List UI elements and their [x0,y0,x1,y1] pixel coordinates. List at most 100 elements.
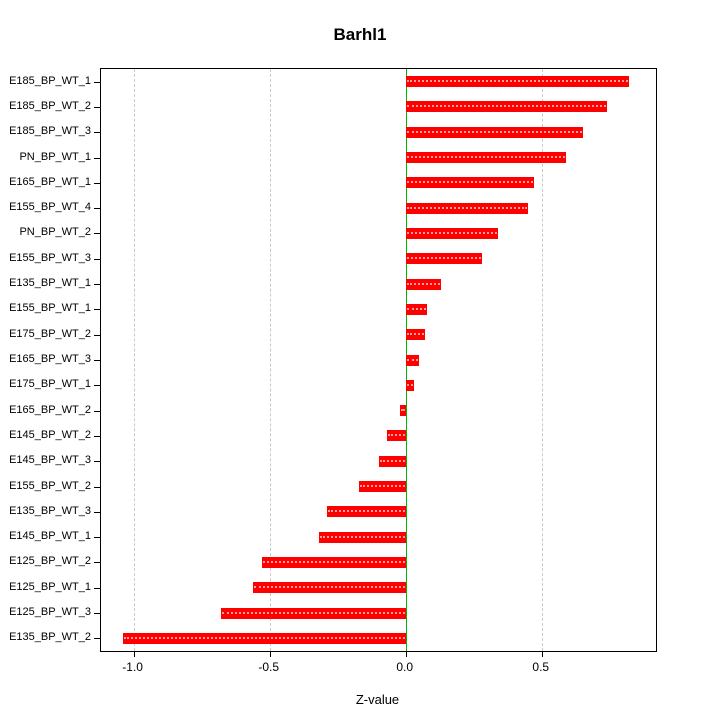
x-tick [133,651,135,657]
plot-area [94,68,657,657]
bar-E185_BP_WT_2 [405,101,608,113]
x-tick-label: 0.0 [396,660,414,674]
y-tick [94,613,101,615]
y-tick [94,587,101,589]
bar-stripe [262,560,405,563]
gridline [133,69,135,651]
y-label-E135_BP_WT_1: E135_BP_WT_1 [9,277,91,290]
y-label-E185_BP_WT_3: E185_BP_WT_3 [9,125,91,138]
bar-stripe [379,459,405,462]
y-tick [94,461,101,463]
y-tick [94,435,101,437]
bar-E165_BP_WT_3 [405,354,420,366]
y-label-E175_BP_WT_1: E175_BP_WT_1 [9,378,91,391]
y-label-PN_BP_WT_2: PN_BP_WT_2 [19,226,91,239]
bar-E175_BP_WT_2 [405,329,425,341]
y-tick [94,106,101,108]
bar-stripe [254,586,405,589]
bar-stripe [406,80,628,83]
bar-E165_BP_WT_1 [405,177,534,189]
x-tick-label: 0.5 [532,660,550,674]
bar-E135_BP_WT_3 [326,506,406,518]
y-label-E185_BP_WT_1: E185_BP_WT_1 [9,74,91,87]
y-label-E155_BP_WT_3: E155_BP_WT_3 [9,251,91,264]
bar-stripe [406,181,533,184]
y-axis-labels: E185_BP_WT_1 E185_BP_WT_2 E185_BP_WT_3 PN_B… [0,68,91,650]
bar-stripe [221,611,405,614]
bar-stripe [360,485,405,488]
x-axis-title: Z-value [355,692,400,707]
bar-E125_BP_WT_2 [261,556,406,568]
y-tick [94,258,101,260]
y-label-E165_BP_WT_1: E165_BP_WT_1 [9,175,91,188]
y-label-E145_BP_WT_2: E145_BP_WT_2 [9,428,91,441]
bar-stripe [387,434,405,437]
bar-stripe [406,231,498,234]
bar-E135_BP_WT_1 [405,278,442,290]
y-tick [94,284,101,286]
x-tick-label: -0.5 [258,660,280,674]
bar-E145_BP_WT_1 [318,531,406,543]
bar-stripe [406,383,413,386]
bar-stripe [327,510,405,513]
y-label-E185_BP_WT_2: E185_BP_WT_2 [9,99,91,112]
bar-E145_BP_WT_3 [378,455,406,467]
bar-E155_BP_WT_1 [405,303,428,315]
bar-stripe [406,282,441,285]
bar-stripe [406,130,582,133]
y-tick [94,182,101,184]
y-tick [94,157,101,159]
bar-E125_BP_WT_3 [220,607,406,619]
bar-E155_BP_WT_2 [359,481,406,493]
y-label-E165_BP_WT_3: E165_BP_WT_3 [9,353,91,365]
y-tick [94,309,101,311]
y-label-E165_BP_WT_2: E165_BP_WT_2 [9,403,91,416]
y-tick [94,385,101,387]
bar-E125_BP_WT_1 [253,582,406,594]
bar-E135_BP_WT_2 [122,632,406,644]
bar-PN_BP_WT_2 [405,227,499,239]
y-label-E135_BP_WT_2: E135_BP_WT_2 [9,631,91,644]
bar-stripe [401,409,405,412]
y-tick [94,81,101,83]
y-label-E135_BP_WT_3: E135_BP_WT_3 [9,504,91,517]
y-tick [94,410,101,412]
y-label-E155_BP_WT_4: E155_BP_WT_4 [9,201,91,214]
y-tick [94,511,101,513]
y-label-E155_BP_WT_2: E155_BP_WT_2 [9,479,91,492]
bar-PN_BP_WT_1 [405,152,567,164]
bar-stripe [406,257,481,260]
y-label-E145_BP_WT_1: E145_BP_WT_1 [9,530,91,543]
bar-stripe [406,307,427,310]
bar-E155_BP_WT_3 [405,253,482,265]
bar-E155_BP_WT_4 [405,202,529,214]
y-tick [94,638,101,640]
bar-stripe [406,105,607,108]
chart-title: Barhl1 [333,25,387,44]
y-label-E125_BP_WT_3: E125_BP_WT_3 [9,606,91,619]
y-tick [94,486,101,488]
gridline [541,69,543,651]
bar-stripe [406,206,528,209]
bar-E175_BP_WT_1 [405,379,414,391]
x-axis-tick-labels: -1.0 -0.5 0.0 0.5 [100,660,655,676]
bar-stripe [406,156,566,159]
y-label-E145_BP_WT_3: E145_BP_WT_3 [9,454,91,467]
bar-E185_BP_WT_3 [405,126,583,138]
x-tick [269,651,271,657]
y-tick [94,562,101,564]
y-label-E175_BP_WT_2: E175_BP_WT_2 [9,327,91,340]
y-label-PN_BP_WT_1: PN_BP_WT_1 [19,150,91,163]
x-tick [541,651,543,657]
y-tick [94,360,101,361]
x-tick [405,651,407,657]
bar-stripe [319,535,405,538]
y-label-E155_BP_WT_1: E155_BP_WT_1 [9,302,91,315]
y-tick [94,208,101,210]
y-tick [94,334,101,336]
bar-stripe [123,636,405,639]
gridline [269,69,271,651]
y-tick [94,132,101,134]
bar-E145_BP_WT_2 [386,430,406,442]
y-label-E125_BP_WT_1: E125_BP_WT_1 [9,580,91,593]
